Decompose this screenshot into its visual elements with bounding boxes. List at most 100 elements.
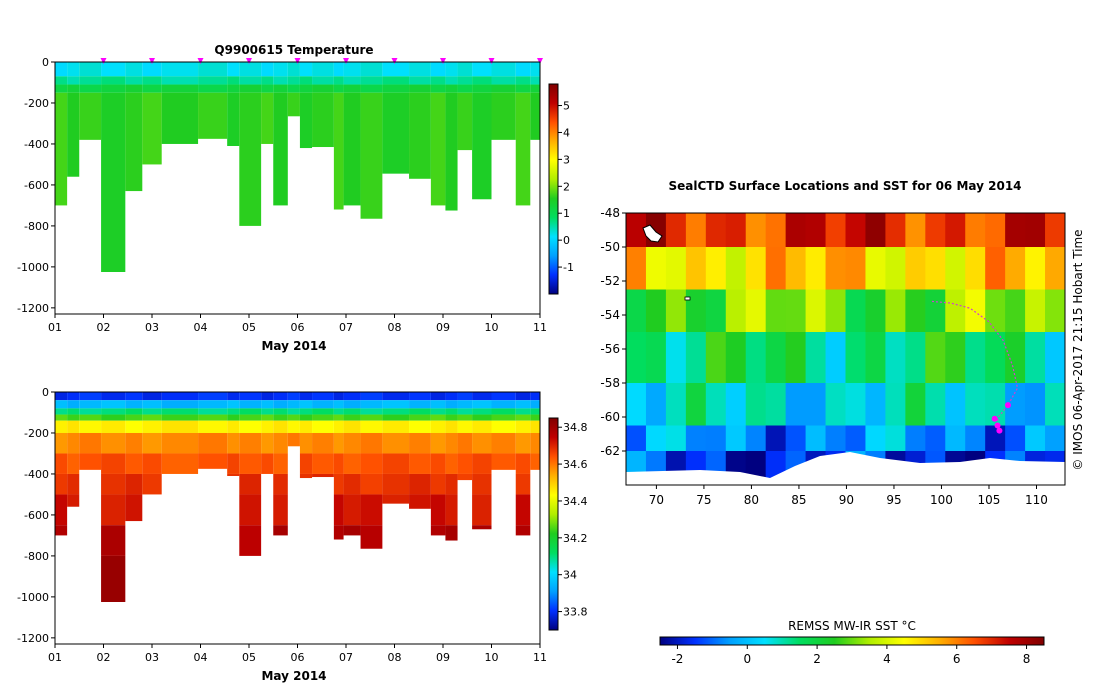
profile-cell	[142, 92, 162, 165]
profile-cell	[491, 76, 516, 85]
salinity-x-axis: 01 02 03 04 05 06 07 08 09 10 11	[48, 644, 547, 664]
lat-tick-label: -50	[600, 240, 620, 254]
profile-cell	[67, 494, 80, 507]
sst-cell	[645, 332, 667, 384]
profile-cell	[472, 432, 492, 454]
profile-cell	[67, 92, 80, 177]
x-tick-label: 03	[145, 651, 159, 664]
profile-cell	[101, 92, 126, 272]
sst-cell	[985, 383, 1006, 427]
profile-cell	[382, 76, 410, 85]
colorbar-tick-label: 1	[563, 207, 570, 220]
x-tick-label: 08	[388, 321, 402, 334]
y-tick-label: -400	[24, 468, 49, 481]
profile-cell	[515, 414, 531, 421]
profile-cell	[198, 408, 228, 415]
profile-cell	[55, 408, 68, 415]
profile-cell	[67, 414, 80, 421]
profile-cell	[491, 400, 516, 409]
profile-cell	[333, 408, 344, 415]
profile-cell	[101, 76, 126, 85]
profile-cell	[445, 473, 458, 495]
y-tick-label: -600	[24, 509, 49, 522]
profile-cell	[67, 432, 80, 454]
profile-cell	[67, 392, 80, 401]
temperature-title: Q9900615 Temperature	[214, 43, 373, 57]
seal-position-marker	[994, 422, 1001, 429]
profile-cell	[55, 420, 68, 433]
lat-tick-label: -56	[600, 342, 620, 356]
profile-cell	[273, 408, 288, 415]
profile-cell	[515, 432, 531, 454]
imos-watermark: © IMOS 06-Apr-2017 21:15 Hobart Time	[1071, 229, 1085, 470]
sst-cell	[925, 213, 946, 248]
sst-cell	[825, 247, 847, 291]
sst-colorbar-title: REMSS MW-IR SST °C	[788, 619, 916, 633]
profile-cell	[343, 84, 361, 93]
sst-cell	[885, 332, 906, 384]
profile-cell	[239, 432, 262, 454]
profile-cell	[491, 92, 516, 140]
profile-cell	[67, 453, 80, 474]
profile-cell	[161, 400, 199, 409]
sst-cell	[1025, 332, 1046, 384]
sst-cell	[1005, 289, 1026, 333]
sst-colorbar-tick-label: 6	[953, 652, 961, 666]
sst-cell	[845, 213, 867, 248]
profile-cell	[457, 420, 473, 433]
sst-cell	[1045, 289, 1065, 333]
profile-cell	[312, 432, 334, 454]
profile-cell	[382, 420, 410, 433]
profile-cell	[273, 473, 288, 495]
profile-cell	[312, 84, 334, 93]
profile-cell	[491, 432, 516, 454]
profile-cell	[101, 432, 126, 454]
profile-cell	[430, 92, 446, 206]
sst-cell	[665, 213, 687, 248]
profile-cell	[472, 453, 492, 474]
profile-cell	[312, 76, 334, 85]
profile-cell	[409, 494, 431, 509]
profile-cell	[472, 494, 492, 526]
profile-cell	[198, 400, 228, 409]
profile-cell	[382, 414, 410, 421]
profile-cell	[312, 92, 334, 148]
y-tick-label: -600	[24, 179, 49, 192]
profile-cell	[430, 408, 446, 415]
sst-cell	[885, 383, 906, 427]
seal-position-marker	[1004, 402, 1011, 409]
profile-cell	[79, 392, 102, 401]
profile-cell	[125, 76, 143, 85]
profile-cell	[491, 420, 516, 433]
profile-cell	[239, 420, 262, 433]
salinity-x-label: May 2014	[261, 669, 326, 683]
profile-marker	[246, 58, 252, 64]
sst-cell	[985, 332, 1006, 384]
profile-cell	[79, 84, 102, 93]
profile-cell	[445, 84, 458, 93]
profile-cell	[227, 62, 240, 77]
sst-cell	[865, 247, 887, 291]
profile-cell	[239, 453, 262, 474]
profile-cell	[409, 414, 431, 421]
profile-cell	[125, 453, 143, 474]
profile-cell	[287, 392, 300, 401]
sst-cell	[925, 383, 946, 427]
sst-cell	[626, 213, 647, 248]
profile-cell	[333, 76, 344, 85]
sst-cell	[1025, 289, 1046, 333]
sst-cell	[1045, 383, 1065, 427]
profile-cell	[227, 92, 240, 146]
profile-cell	[125, 420, 143, 433]
profile-cell	[273, 76, 288, 85]
sst-cell	[925, 332, 946, 384]
profile-cell	[125, 92, 143, 192]
profile-cell	[227, 76, 240, 85]
profile-cell	[227, 473, 240, 476]
sst-cell	[705, 383, 727, 427]
profile-cell	[457, 92, 473, 151]
profile-cell	[382, 62, 410, 77]
profile-cell	[515, 408, 531, 415]
profile-cell	[360, 84, 383, 93]
profile-cell	[472, 414, 492, 421]
